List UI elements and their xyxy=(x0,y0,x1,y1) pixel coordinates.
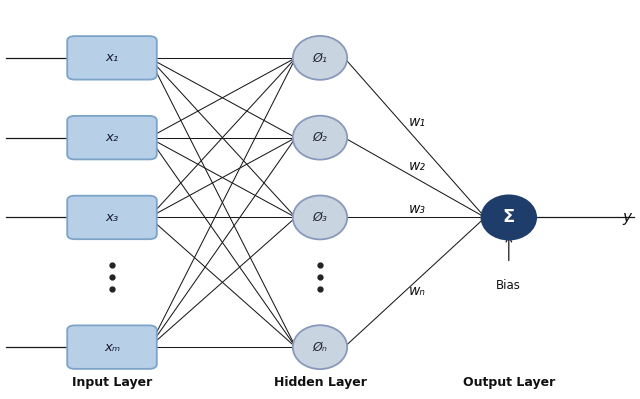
Text: x₂: x₂ xyxy=(106,131,118,144)
Text: w₃: w₃ xyxy=(408,202,426,217)
Text: w₂: w₂ xyxy=(408,158,426,173)
Text: Σ: Σ xyxy=(502,208,515,227)
Text: Ø₂: Ø₂ xyxy=(312,131,328,144)
Text: Output Layer: Output Layer xyxy=(463,376,555,389)
Ellipse shape xyxy=(293,325,347,369)
Ellipse shape xyxy=(481,196,536,239)
FancyBboxPatch shape xyxy=(67,36,157,80)
Text: Input Layer: Input Layer xyxy=(72,376,152,389)
FancyBboxPatch shape xyxy=(67,326,157,369)
Text: y: y xyxy=(622,210,631,225)
Text: x₃: x₃ xyxy=(106,211,118,224)
Text: Øₙ: Øₙ xyxy=(312,341,328,354)
Text: Bias: Bias xyxy=(497,279,521,292)
FancyBboxPatch shape xyxy=(67,116,157,159)
Text: xₘ: xₘ xyxy=(104,341,120,354)
Text: w₁: w₁ xyxy=(408,115,426,129)
Text: Ø₁: Ø₁ xyxy=(312,51,328,64)
Text: wₙ: wₙ xyxy=(408,284,425,298)
Ellipse shape xyxy=(293,116,347,160)
Ellipse shape xyxy=(293,196,347,239)
Text: Ø₃: Ø₃ xyxy=(312,211,328,224)
Ellipse shape xyxy=(293,36,347,80)
FancyBboxPatch shape xyxy=(67,196,157,239)
Text: Hidden Layer: Hidden Layer xyxy=(273,376,367,389)
Text: x₁: x₁ xyxy=(106,51,118,64)
